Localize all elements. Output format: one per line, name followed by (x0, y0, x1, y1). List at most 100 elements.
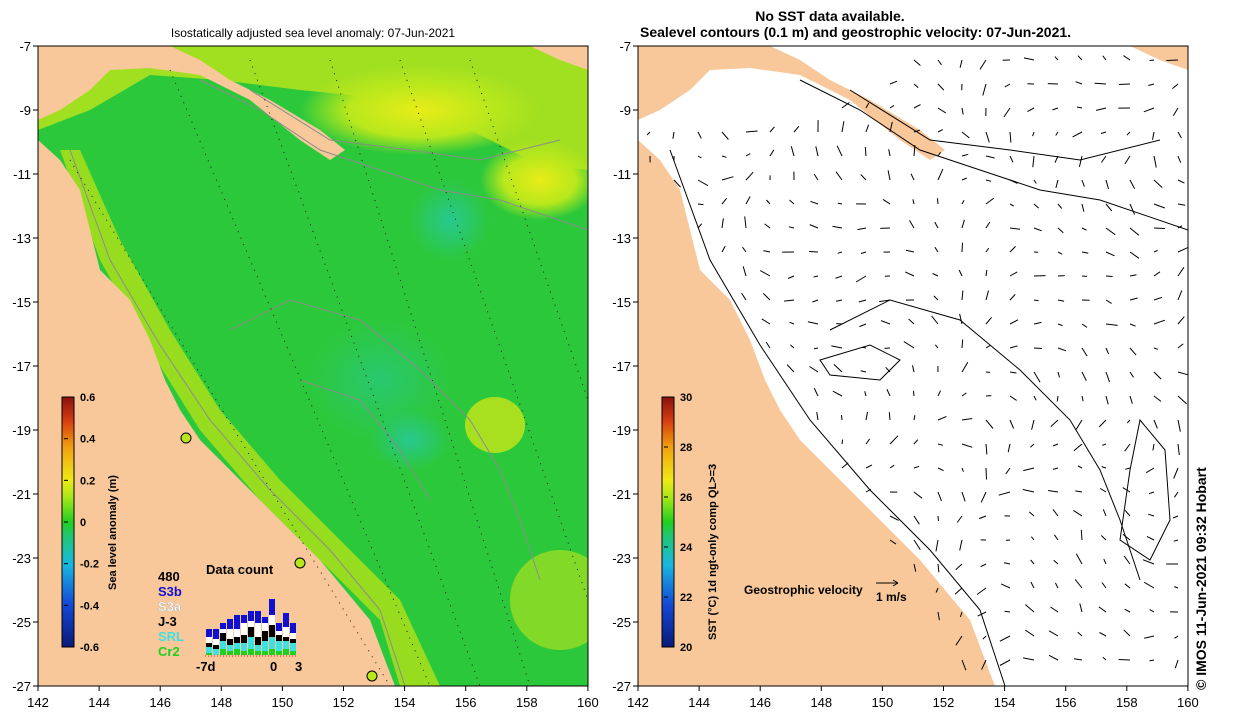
velocity-arrow (937, 129, 943, 133)
velocity-arrow (1033, 347, 1042, 349)
velocity-arrow (1177, 246, 1188, 253)
velocity-arrow (980, 563, 987, 568)
velocity-arrow (959, 611, 963, 618)
velocity-arrow (937, 152, 942, 157)
data-count-max: 480 (158, 569, 180, 584)
velocity-arrow (860, 370, 867, 373)
data-count-bar-segment (206, 637, 212, 643)
velocity-arrow (955, 563, 963, 570)
velocity-arrow (865, 102, 870, 109)
data-count-bar-segment (206, 647, 212, 653)
velocity-arrow (1032, 131, 1035, 137)
lon-tick-label: 150 (872, 695, 894, 710)
data-count-bar-segment (262, 651, 268, 655)
velocity-arrow (1173, 491, 1179, 498)
velocity-arrow (985, 443, 988, 455)
lon-tick-label: 156 (455, 695, 477, 710)
velocity-arrow (865, 438, 871, 445)
velocity-arrow (978, 515, 987, 520)
velocity-arrow (985, 269, 988, 277)
lat-tick-label: -25 (612, 615, 631, 630)
velocity-arrow (1126, 419, 1131, 424)
data-count-bar-segment (255, 611, 261, 623)
velocity-arrow (1105, 395, 1109, 405)
data-count-bar-segment (248, 649, 254, 655)
velocity-arrow (903, 341, 915, 349)
velocity-arrow (889, 464, 895, 469)
velocity-arrow (1009, 319, 1019, 325)
australia-land (38, 140, 395, 686)
velocity-arrow (742, 266, 747, 277)
data-count-bar-segment (269, 599, 275, 615)
velocity-arrow (937, 443, 944, 446)
data-count-bar-segment (227, 645, 233, 651)
velocity-arrow (961, 361, 969, 373)
sealevel-contours (669, 79, 1188, 686)
velocity-arrow (1048, 490, 1059, 493)
velocity-arrow (810, 200, 819, 205)
velocity-arrow (882, 198, 891, 205)
velocity-arrow (1153, 155, 1157, 168)
velocity-arrow (788, 226, 795, 229)
velocity-arrow (1129, 179, 1136, 190)
velocity-arrow (1033, 299, 1039, 302)
colorbar-tick-label: 0.2 (80, 475, 95, 487)
velocity-arrow (1053, 559, 1059, 565)
velocity-arrow (815, 146, 819, 157)
velocity-arrow (1144, 635, 1155, 639)
velocity-arrow (835, 275, 843, 279)
data-count-bar-segment (206, 629, 212, 637)
velocity-arrow (841, 121, 845, 133)
satellite-label: S3b (158, 584, 182, 599)
right-map (638, 46, 1188, 686)
velocity-arrow (1105, 275, 1113, 277)
velocity-arrow (1081, 227, 1087, 231)
velocity-arrow (1072, 131, 1083, 138)
velocity-arrow (721, 155, 727, 158)
colorbar-tick-label: 28 (680, 442, 692, 454)
velocity-arrow (855, 275, 867, 283)
velocity-arrow (909, 220, 915, 229)
velocity-arrow (913, 439, 919, 445)
velocity-arrow (961, 242, 963, 253)
velocity-arrow (1105, 347, 1110, 355)
data-count-bar-segment (234, 629, 240, 637)
velocity-arrow (1009, 155, 1014, 163)
new-guinea-land (38, 46, 345, 160)
velocity-arrow (1174, 586, 1179, 589)
velocity-arrow (1142, 559, 1155, 565)
velocity-arrow (985, 221, 991, 229)
velocity-arrow (1103, 558, 1107, 565)
velocity-arrow (865, 411, 868, 421)
velocity-arrow (913, 491, 923, 499)
velocity-arrow (913, 563, 917, 572)
velocity-arrow (1172, 107, 1179, 117)
island-land (1130, 46, 1188, 70)
velocity-arrow (1075, 490, 1083, 493)
velocity-arrow (982, 83, 987, 96)
velocity-arrow (937, 168, 944, 181)
velocity-arrow (1100, 155, 1107, 163)
velocity-arrow (1102, 443, 1107, 446)
velocity-arrow (1105, 299, 1112, 304)
velocity-arrow (913, 539, 921, 550)
velocity-arrow (833, 364, 843, 373)
velocity-arrow (880, 320, 891, 325)
lon-tick-label: 146 (149, 695, 171, 710)
velocity-arrow (980, 491, 987, 503)
velocity-arrow (745, 153, 751, 157)
velocity-arrow (961, 131, 970, 139)
velocity-arrow (1033, 321, 1042, 325)
velocity-arrow (879, 299, 891, 303)
tide-gauge-marker (294, 557, 306, 569)
velocity-arrow (1032, 155, 1035, 168)
velocity-arrow (784, 299, 795, 302)
velocity-arrow (864, 391, 867, 397)
velocity-arrow (789, 321, 795, 325)
velocity-arrow (861, 346, 867, 349)
velocity-arrow (759, 270, 771, 277)
colorbar-tick-label: 22 (680, 592, 692, 604)
lon-tick-label: 142 (27, 695, 49, 710)
